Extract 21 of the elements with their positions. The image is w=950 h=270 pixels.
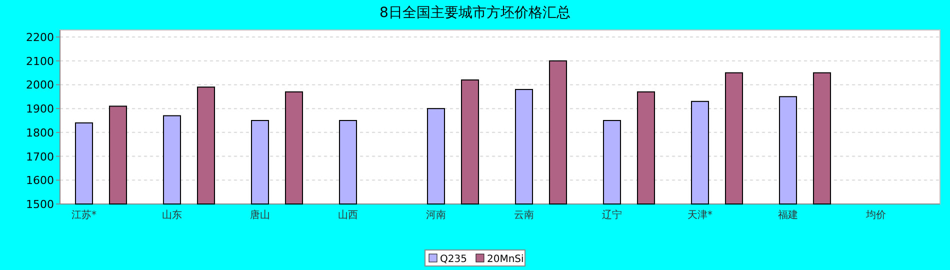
y-tick-label: 1500 [26,198,54,211]
x-tick-label: 均价 [865,209,886,221]
y-tick-label: 1800 [26,126,54,140]
x-tick-label: 唐山 [250,209,270,221]
y-tick-label: 2100 [26,54,54,68]
x-tick-label: 山西 [338,209,358,221]
y-tick-label: 2000 [26,78,54,92]
y-tick-label: 1600 [26,174,54,188]
x-tick-label: 福建 [778,209,798,221]
y-tick-label: 2200 [26,31,54,44]
x-tick-label: 山东 [162,209,182,221]
legend-label: 20MnSi [486,254,524,265]
x-tick-label: 天津* [688,209,712,221]
x-tick-label: 河南 [426,209,446,221]
x-tick-label: 辽宁 [602,209,622,221]
legend-label: Q235 [440,254,467,265]
y-tick-label: 1900 [26,102,54,116]
y-tick-label: 1700 [26,150,54,164]
x-tick-label: 江苏* [72,209,96,221]
x-tick-label: 云南 [514,209,534,221]
chart-title: 8日全国主要城市方坯价格汇总 [380,5,570,21]
